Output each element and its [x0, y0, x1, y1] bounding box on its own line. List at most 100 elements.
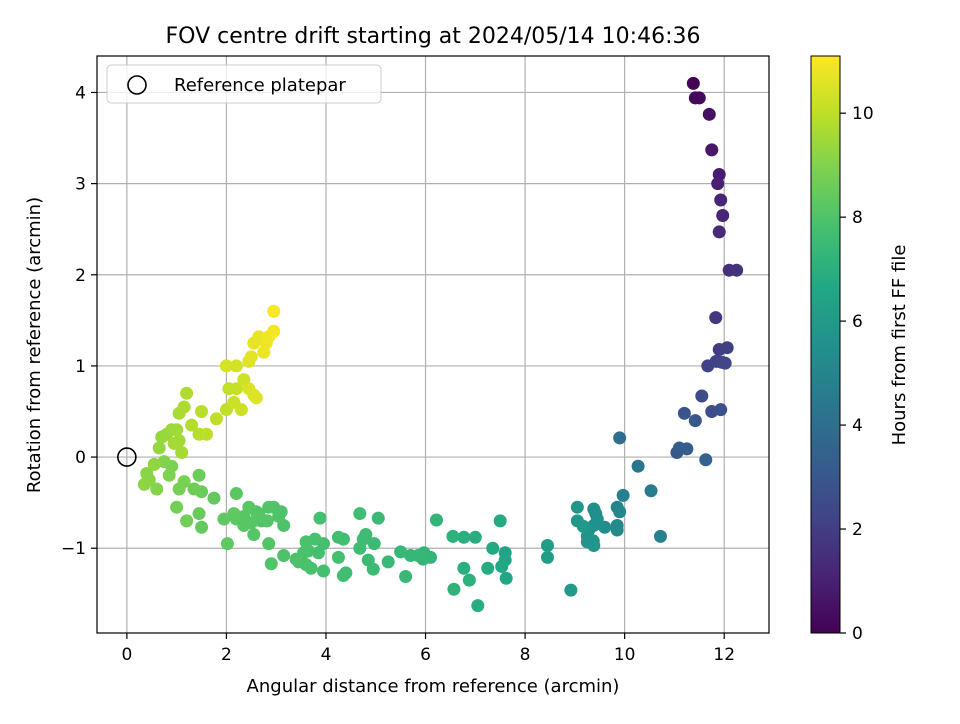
data-points [137, 76, 744, 613]
data-point [167, 436, 181, 450]
y-tick-label: 2 [75, 266, 86, 286]
data-point [353, 507, 367, 521]
data-point [598, 520, 612, 534]
data-point [217, 512, 231, 526]
data-point [730, 263, 744, 277]
colorbar-tick-label: 6 [852, 312, 863, 332]
y-axis: −1 0 1 2 3 4 [61, 83, 97, 559]
data-point [229, 487, 243, 501]
data-point [207, 491, 221, 505]
data-point [394, 545, 408, 559]
data-point [495, 559, 509, 573]
data-point [200, 427, 214, 441]
data-point [227, 507, 241, 521]
legend-label: Reference platepar [174, 75, 346, 96]
data-point [180, 386, 194, 400]
data-point [192, 468, 206, 482]
data-point [493, 514, 507, 528]
data-point [316, 564, 330, 578]
data-point [680, 442, 694, 456]
data-point [705, 143, 719, 157]
data-point [576, 519, 590, 533]
data-point [404, 549, 418, 563]
data-point [267, 324, 281, 338]
y-tick-label: 1 [75, 357, 86, 377]
data-point [175, 446, 189, 460]
data-point [471, 599, 485, 613]
data-point [692, 91, 706, 105]
colorbar-tick-label: 8 [852, 208, 863, 228]
data-point [219, 359, 233, 373]
data-point [244, 350, 258, 364]
y-tick-label: 3 [75, 175, 86, 195]
data-point [312, 546, 326, 560]
x-tick-label: 8 [520, 645, 531, 665]
y-axis-label: Rotation from reference (arcmin) [24, 197, 45, 493]
data-point [229, 359, 243, 373]
data-point [540, 538, 554, 552]
data-point [195, 404, 209, 418]
data-point [714, 403, 728, 417]
data-point [162, 468, 176, 482]
data-point [587, 538, 601, 552]
data-point [381, 555, 395, 569]
data-point [267, 304, 281, 318]
colorbar-tick-label: 2 [852, 520, 863, 540]
colorbar-tick-label: 4 [852, 416, 863, 436]
data-point [457, 561, 471, 575]
data-point [616, 488, 630, 502]
data-point [462, 573, 476, 587]
x-axis: 0 2 4 6 8 10 12 [121, 633, 735, 665]
colorbar-tick-label: 0 [852, 624, 863, 644]
data-point [540, 550, 554, 564]
data-point [234, 403, 248, 417]
data-point [486, 541, 500, 555]
data-point [289, 552, 303, 566]
data-point [150, 482, 164, 496]
data-point [249, 391, 263, 405]
data-point [457, 530, 471, 544]
data-point [367, 537, 381, 551]
legend: Reference platepar [106, 64, 382, 104]
data-point [157, 455, 171, 469]
data-point [264, 557, 278, 571]
data-point [177, 400, 191, 414]
data-point [187, 482, 201, 496]
data-point [699, 453, 713, 467]
data-point [262, 500, 276, 514]
y-tick-label: 4 [75, 83, 86, 103]
data-point [185, 418, 199, 432]
data-point [712, 225, 726, 239]
reference-point [117, 447, 137, 467]
x-tick-label: 0 [121, 645, 132, 665]
chart-title: FOV centre drift starting at 2024/05/14 … [166, 24, 701, 49]
data-point [177, 475, 191, 489]
data-point [180, 514, 194, 528]
x-tick-label: 12 [713, 645, 735, 665]
plot-frame [96, 55, 770, 634]
colorbar-label: Hours from first FF file [889, 245, 910, 446]
y-tick-label: 0 [75, 448, 86, 468]
data-point [695, 389, 709, 403]
data-point [170, 500, 184, 514]
data-point [688, 414, 702, 428]
data-point [313, 511, 327, 525]
data-point [570, 500, 584, 514]
data-point [262, 537, 276, 551]
data-point [299, 535, 313, 549]
data-point [399, 569, 413, 583]
data-point [429, 513, 443, 527]
data-point [247, 528, 261, 542]
data-point [709, 311, 723, 325]
data-point [140, 466, 154, 480]
data-point [677, 406, 691, 420]
data-point [170, 423, 184, 437]
data-point [499, 571, 513, 585]
data-point [447, 582, 461, 596]
data-point [481, 561, 495, 575]
x-tick-label: 4 [321, 645, 332, 665]
x-tick-label: 2 [221, 645, 232, 665]
data-point [331, 530, 345, 544]
data-point [613, 431, 627, 445]
